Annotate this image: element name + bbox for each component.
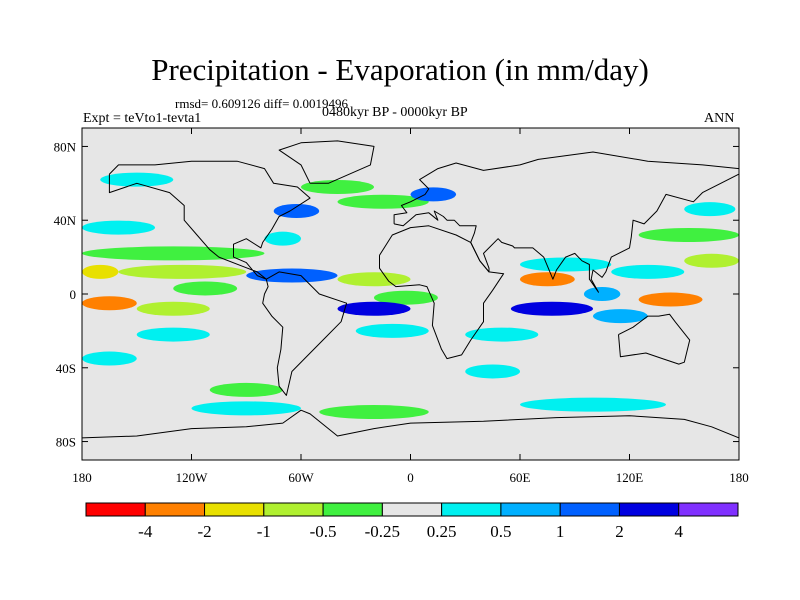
anomaly-patch-1: [301, 180, 374, 195]
colorbar-label: -1: [257, 522, 271, 541]
anomaly-patch-24: [337, 301, 411, 316]
anomaly-patch-6: [82, 220, 155, 235]
chart-title: Precipitation - Evaporation (in mm/day): [151, 52, 649, 87]
anomaly-patch-0: [100, 172, 174, 187]
anomaly-patch-16: [611, 264, 685, 279]
anomaly-patch-35: [520, 397, 666, 412]
anomaly-patch-18: [173, 281, 238, 296]
anomaly-patch-21: [638, 292, 703, 307]
colorbar-swatch: [618, 502, 680, 517]
colorbar-swatch: [500, 502, 561, 517]
anomaly-patch-25: [510, 301, 593, 316]
colorbar-swatch: [204, 502, 265, 517]
y-tick-label: 80S: [56, 435, 76, 450]
coastline-north-america: [108, 160, 311, 280]
colorbar-label: -0.25: [365, 522, 400, 541]
x-tick-label: 60W: [288, 470, 314, 485]
y-tick-label: 80N: [54, 139, 77, 154]
x-tick-label: 120W: [176, 470, 209, 485]
coastline-europe-asia: [393, 151, 739, 293]
anomaly-patch-19: [374, 290, 438, 305]
colorbar-label: -4: [138, 522, 153, 541]
anomaly-patch-8: [264, 231, 301, 246]
y-axis: 80N 40N 0 40S 80S: [54, 139, 739, 450]
anomaly-patch-11: [82, 264, 119, 279]
colorbar-label: -0.5: [310, 522, 337, 541]
colorbar-label: 2: [615, 522, 624, 541]
experiment-label: Expt = teVto1-tevta1: [83, 111, 202, 126]
x-tick-label: 120E: [616, 470, 644, 485]
coastline-australia: [618, 313, 691, 365]
anomaly-patch-17: [684, 253, 739, 268]
anomaly-patch-31: [465, 364, 520, 379]
coastline-greenland: [278, 140, 375, 184]
anomaly-patch-28: [465, 327, 539, 342]
colorbar: -4 -2 -1 -0.5 -0.25 0.25 0.5 1 2 4: [85, 502, 739, 541]
anomaly-patch-34: [319, 405, 429, 420]
y-tick-label: 40S: [56, 361, 76, 376]
colorbar-label: 4: [674, 522, 683, 541]
colorbar-swatch: [441, 502, 502, 517]
x-tick-label: 180: [72, 470, 92, 485]
colorbar-swatch: [559, 502, 620, 517]
anomaly-patch-15: [520, 272, 575, 287]
anomaly-patch-32: [209, 382, 283, 397]
anomaly-patch-12: [118, 264, 247, 279]
coastlines: [82, 140, 739, 439]
colorbar-swatch: [85, 502, 146, 517]
colorbar-label: 0.5: [490, 522, 511, 541]
anomaly-patch-13: [246, 268, 338, 283]
anomaly-patch-5: [684, 202, 736, 217]
period-label: 0480kyr BP - 0000kyr BP: [322, 105, 468, 120]
colorbar-swatch: [322, 502, 383, 517]
x-tick-label: 60E: [510, 470, 531, 485]
stats-label: rmsd= 0.609126 diff= 0.0019496: [175, 96, 348, 111]
colorbar-label: 1: [556, 522, 565, 541]
colorbar-swatch: [678, 502, 739, 517]
anomaly-patch-22: [82, 296, 137, 311]
coastline-south-america: [262, 271, 348, 396]
anomaly-patch-20: [583, 287, 621, 301]
x-tick-label: 0: [407, 470, 414, 485]
colorbar-swatch: [381, 502, 443, 517]
colorbar-label: -2: [197, 522, 211, 541]
colorbar-swatch: [144, 502, 206, 517]
y-tick-label: 40N: [54, 213, 77, 228]
anomaly-patch-7: [638, 227, 739, 242]
season-label: ANN: [704, 111, 735, 126]
anomaly-patch-27: [355, 323, 429, 338]
y-tick-label: 0: [70, 287, 77, 302]
anomaly-patch-33: [191, 401, 301, 416]
anomaly-patch-23: [136, 301, 210, 316]
anomaly-patch-10: [520, 257, 612, 272]
anomaly-patch-26: [593, 309, 648, 324]
anomaly-patch-3: [410, 187, 457, 202]
x-tick-label: 180: [729, 470, 749, 485]
anomaly-patch-29: [136, 327, 210, 342]
colorbar-swatch: [263, 502, 324, 517]
anomaly-patch-30: [82, 351, 137, 366]
anomaly-field: [82, 172, 739, 420]
colorbar-label: 0.25: [427, 522, 457, 541]
coastline-antarctica: [82, 409, 739, 439]
coastline-africa: [379, 225, 505, 360]
anomaly-patch-2: [337, 194, 429, 209]
x-axis: 180 120W 60W 0 60E 120E 180: [72, 128, 749, 485]
anomaly-patch-4: [273, 204, 320, 218]
anomaly-patch-14: [337, 272, 411, 287]
